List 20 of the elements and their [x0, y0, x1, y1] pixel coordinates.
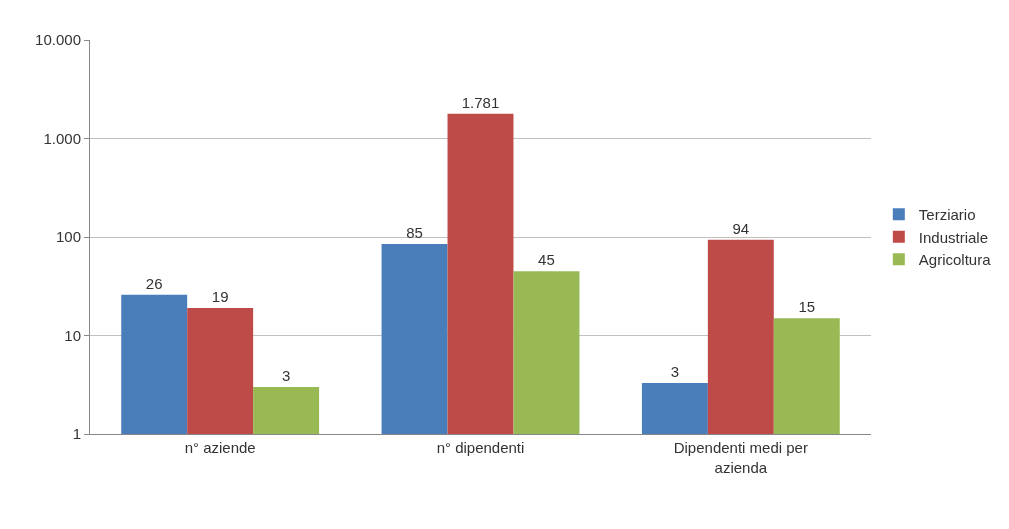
data-label: 3 [670, 362, 680, 380]
x-tick-label: Dipendenti medi per azienda [673, 439, 808, 476]
y-tick-label: 1.000 [43, 129, 81, 147]
data-label: 45 [538, 251, 555, 269]
legend-label: Agricoltura [918, 251, 992, 269]
data-label: 26 [145, 274, 163, 292]
x-tick-label: n° aziende [184, 439, 256, 456]
legend-label: Industriale [918, 228, 989, 246]
y-tick-label: 100 [55, 228, 81, 246]
legend-label: Terziario [918, 206, 976, 224]
data-label: 3 [281, 367, 291, 384]
data-label: 19 [211, 288, 229, 306]
data-label: 15 [798, 298, 816, 316]
data-label: 85 [406, 223, 423, 241]
y-tick-label: 10 [64, 326, 81, 344]
x-tick-label: n° dipendenti [436, 439, 525, 456]
data-label: 1.781 [461, 93, 500, 111]
y-tick-label: 10.000 [35, 31, 81, 49]
data-label: 94 [732, 219, 750, 237]
y-tick-label: 1 [72, 425, 81, 443]
